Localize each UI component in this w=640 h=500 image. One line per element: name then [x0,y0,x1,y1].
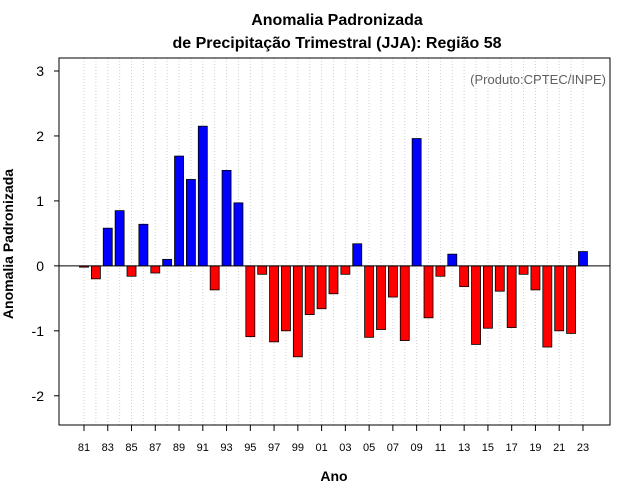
bar-23 [578,251,588,267]
bar-20 [542,265,553,348]
source-annotation: (Produto:CPTEC/INPE) [470,72,606,87]
y-tick-label: -1 [32,323,45,339]
bars [79,125,588,358]
bar-22 [566,265,576,334]
x-tick-label: 17 [506,442,518,454]
bar-08 [399,265,410,341]
y-tick-label: 2 [36,128,44,144]
bar-13 [459,265,470,288]
x-tick-label: 95 [244,442,256,454]
bar-03 [340,265,351,275]
plot-frame [58,57,611,426]
bar-91 [197,125,208,267]
x-tick-label: 03 [339,442,351,454]
x-tick-label: 05 [363,442,375,454]
x-tick-label: 23 [577,442,589,454]
gridlines [83,58,584,425]
x-tick-label: 93 [220,442,232,454]
x-axis-title: Ano [320,468,347,484]
chart-title-line2: de Precipitação Trimestral (JJA): Região… [172,35,501,52]
bar-21 [554,265,565,332]
bar-95 [245,265,256,338]
bar-94 [233,202,244,267]
bar-89 [174,155,184,267]
x-tick-label: 87 [149,442,161,454]
x-tick-label: 89 [173,442,185,454]
y-tick-label: -2 [32,388,45,404]
x-tick-label: 07 [387,442,399,454]
bar-02 [328,265,339,295]
bar-18 [518,265,529,275]
x-tick-label: 13 [458,442,470,454]
bar-01 [316,265,327,310]
bar-07 [387,265,398,298]
chart-title-line1: Anomalia Padronizada [251,12,423,29]
y-tick-label: 0 [36,258,44,274]
x-tick-label: 83 [102,442,114,454]
x-tick-label: 15 [482,442,494,454]
y-tick-label: 1 [36,193,44,209]
bar-96 [257,265,268,275]
y-axis-title: Anomalia Padronizada [0,169,16,319]
bar-00 [304,265,315,315]
bar-83 [102,227,113,267]
x-tick-label: 99 [292,442,304,454]
bar-88 [162,258,173,267]
bar-90 [186,179,196,267]
bar-82 [90,265,101,280]
x-tick-label: 01 [315,442,327,454]
bar-98 [281,265,291,332]
bar-87 [150,265,161,274]
bar-06 [376,265,386,330]
x-tick-label: 09 [411,442,423,454]
x-tick-label: 11 [435,442,446,454]
bar-84 [114,210,125,267]
bar-86 [138,223,149,267]
bar-09 [411,138,422,267]
x-tick-label: 97 [268,442,280,454]
bar-12 [447,253,458,267]
x-axis: 81 83 85 87 89 91 93 95 97 99 01 03 05 07 09 11 13 15 17 19… [78,425,589,454]
y-tick-label: 3 [36,63,44,79]
y-axis: -2 -1 0 1 2 3 [32,63,59,404]
bar-04 [352,243,363,267]
bar-93 [221,169,232,267]
bar-19 [530,265,541,291]
bar-85 [126,265,137,277]
bar-14 [471,265,481,345]
x-tick-label: 91 [197,442,209,454]
x-tick-label: 19 [529,442,541,454]
bar-92 [209,265,220,291]
bar-05 [364,265,375,338]
bar-97 [269,265,279,343]
bar-17 [506,265,517,328]
bar-16 [494,265,505,292]
bar-10 [423,265,434,319]
bar-15 [483,265,493,329]
bar-11 [435,265,446,277]
x-tick-label: 85 [125,442,137,454]
x-tick-label: 21 [553,442,565,454]
bar-99 [292,265,303,358]
x-tick-label: 81 [78,442,90,454]
